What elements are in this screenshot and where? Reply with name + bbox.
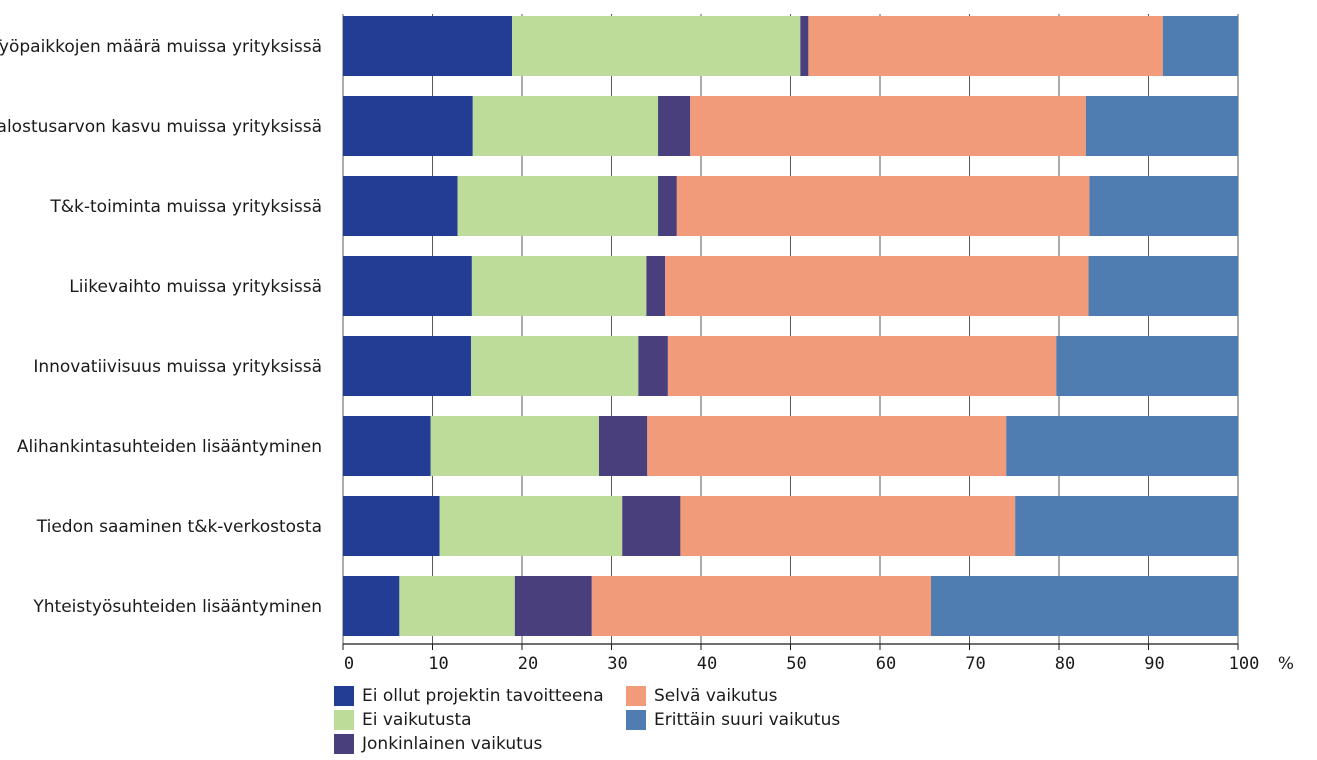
x-tick-label: 90: [1144, 654, 1164, 674]
bar-segment: [622, 496, 681, 556]
legend-swatch: [334, 686, 354, 706]
bar-segment: [646, 256, 666, 316]
category-label: Yhteistyösuhteiden lisääntyminen: [32, 597, 322, 617]
legend-swatch: [626, 710, 646, 730]
legend-item: Ei vaikutusta: [334, 710, 472, 730]
category-label: Liikevaihto muissa yrityksissä: [69, 277, 322, 297]
legend-swatch: [626, 686, 646, 706]
bar-segment: [665, 256, 1089, 316]
bar-segment: [471, 256, 647, 316]
bar-segment: [690, 96, 1086, 156]
bars: [343, 16, 1238, 636]
legend-swatch: [334, 710, 354, 730]
x-tick-label: 40: [697, 654, 717, 674]
x-unit-label: %: [1278, 654, 1294, 674]
category-label: Tiedon saaminen t&k-verkostosta: [36, 517, 322, 537]
bar-segment: [514, 576, 592, 636]
bar-segment: [470, 336, 639, 396]
bar-segment: [430, 416, 599, 476]
legend-item: Jonkinlainen vaikutus: [334, 734, 542, 754]
x-tick-label: 80: [1055, 654, 1075, 674]
bar-segment: [1056, 336, 1238, 396]
legend-item: Ei ollut projektin tavoitteena: [334, 686, 604, 706]
bar-segment: [343, 96, 473, 156]
bar-segment: [343, 16, 513, 76]
bar-segment: [931, 576, 1238, 636]
bar-segment: [1015, 496, 1238, 556]
bar-segment: [457, 176, 659, 236]
x-tick-label: 70: [965, 654, 985, 674]
bar-segment: [658, 176, 677, 236]
bar-segment: [680, 496, 1016, 556]
bar-segment: [399, 576, 515, 636]
bar-segment: [647, 416, 1007, 476]
category-label: Alihankintasuhteiden lisääntyminen: [17, 437, 322, 457]
category-labels: Työpaikkojen määrä muissa yrityksissä Jal…: [0, 37, 322, 617]
legend-label: Jonkinlainen vaikutus: [362, 734, 543, 754]
bar-segment: [676, 176, 1090, 236]
bar-segment: [800, 16, 809, 76]
legend-swatch: [334, 734, 354, 754]
x-tick-label: 20: [518, 654, 538, 674]
bar-segment: [667, 336, 1057, 396]
x-tick-label: 60: [876, 654, 896, 674]
legend-item: Selvä vaikutus: [626, 686, 777, 706]
bar-segment: [1088, 256, 1238, 316]
legend-label: Selvä vaikutus: [654, 686, 778, 706]
category-label: Jalostusarvon kasvu muissa yrityksissä: [0, 117, 322, 137]
stacked-bar-chart: Työpaikkojen määrä muissa yrityksissä Jal…: [0, 14, 1294, 674]
bar-segment: [472, 96, 659, 156]
bar-segment: [512, 16, 801, 76]
bar-segment: [1089, 176, 1238, 236]
x-tick-label: 50: [786, 654, 806, 674]
legend-label: Erittäin suuri vaikutus: [654, 710, 841, 730]
bar-segment: [808, 16, 1163, 76]
bar-segment: [658, 96, 691, 156]
x-tick-label: 10: [428, 654, 448, 674]
bar-segment: [343, 496, 440, 556]
x-axis: 0 10 20 30 40 50 60 70 80 90 100%: [342, 643, 1294, 674]
bar-segment: [638, 336, 668, 396]
bar-segment: [1006, 416, 1238, 476]
category-label: Innovatiivisuus muissa yrityksissä: [33, 357, 322, 377]
legend-item: Erittäin suuri vaikutus: [626, 710, 840, 730]
legend: Ei ollut projektin tavoitteena Ei vaikutu…: [334, 686, 894, 758]
bar-segment: [1085, 96, 1238, 156]
bar-segment: [598, 416, 648, 476]
x-tick-label: 100: [1229, 654, 1260, 674]
category-label: Työpaikkojen määrä muissa yrityksissä: [0, 37, 322, 57]
bar-segment: [439, 496, 623, 556]
bar-segment: [343, 416, 431, 476]
bar-segment: [343, 256, 472, 316]
bar-segment: [343, 336, 471, 396]
x-tick-label: 0: [344, 654, 354, 674]
legend-label: Ei vaikutusta: [362, 710, 472, 730]
bar-segment: [1162, 16, 1238, 76]
x-tick-label: 30: [607, 654, 627, 674]
bar-segment: [343, 576, 400, 636]
category-label: T&k-toiminta muissa yrityksissä: [49, 197, 322, 217]
bar-segment: [591, 576, 932, 636]
legend-label: Ei ollut projektin tavoitteena: [362, 686, 604, 706]
bar-segment: [343, 176, 458, 236]
